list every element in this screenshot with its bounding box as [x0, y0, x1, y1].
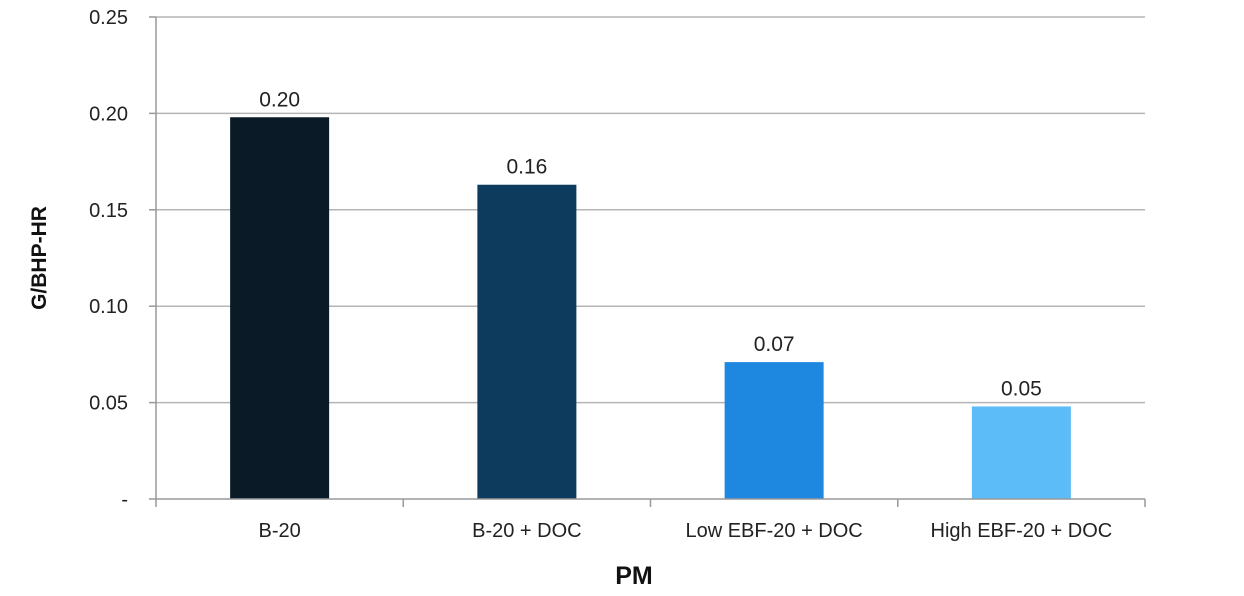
- bar-value-label: 0.05: [1001, 377, 1042, 400]
- y-tick-label: -: [121, 489, 128, 511]
- bar-value-label: 0.20: [259, 88, 300, 111]
- bar: [477, 184, 577, 499]
- labels: - 0.05 0.10 0.15 0.20 0.25 0.20 B-20 0.16 B-20 + …: [89, 7, 1112, 542]
- y-tick-label: 0.10: [89, 296, 128, 318]
- category-label: High EBF-20 + DOC: [931, 520, 1113, 542]
- y-tick-label: 0.20: [89, 103, 128, 125]
- category-label: B-20 + DOC: [472, 520, 581, 542]
- bar: [724, 362, 824, 499]
- category-label: Low EBF-20 + DOC: [685, 520, 862, 542]
- y-axis-title: G/BHP-HR: [28, 206, 51, 310]
- bar: [230, 117, 330, 500]
- bars: [230, 117, 1071, 500]
- axes: [149, 16, 1146, 507]
- y-tick-label: 0.05: [89, 393, 128, 415]
- x-axis-title: PM: [615, 562, 653, 590]
- y-tick-label: 0.25: [89, 7, 128, 29]
- bar: [971, 406, 1071, 499]
- bar-value-label: 0.07: [754, 333, 795, 356]
- bar-value-label: 0.16: [506, 156, 547, 179]
- y-tick-label: 0.15: [89, 200, 128, 222]
- category-label: B-20: [259, 520, 301, 542]
